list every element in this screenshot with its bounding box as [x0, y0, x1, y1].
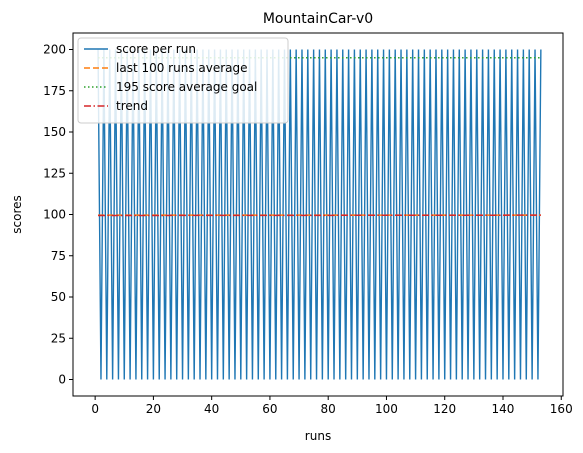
chart-title: MountainCar-v0	[263, 11, 373, 27]
legend-entry: last 100 runs average	[116, 61, 248, 75]
y-tick-label: 75	[51, 249, 66, 263]
y-axis: 0 25 50 75 100 125 150 175 200	[43, 43, 73, 387]
y-tick-label: 175	[43, 84, 66, 98]
x-tick-label: 20	[146, 402, 161, 416]
y-tick-label: 25	[51, 331, 66, 345]
y-tick-label: 200	[43, 43, 66, 57]
y-axis-label: scores	[10, 195, 24, 234]
plot-area	[97, 49, 542, 380]
y-tick-label: 0	[58, 373, 66, 387]
x-tick-label: 100	[375, 402, 398, 416]
series-line-1	[97, 49, 542, 380]
legend-box	[77, 37, 289, 124]
y-tick-label: 150	[43, 125, 66, 139]
x-tick-label: 120	[433, 402, 456, 416]
legend-entry: trend	[116, 99, 148, 113]
x-axis: 0 20 40 60 80 100 120 140 160	[91, 396, 573, 416]
legend-entry: 195 score average goal	[116, 80, 257, 94]
x-tick-label: 160	[550, 402, 573, 416]
x-tick-label: 40	[204, 402, 219, 416]
x-tick-label: 0	[91, 402, 99, 416]
x-tick-label: 60	[262, 402, 277, 416]
x-axis-label: runs	[305, 429, 331, 443]
legend: score per run last 100 runs average 195 sc…	[77, 37, 289, 124]
y-tick-label: 100	[43, 208, 66, 222]
x-tick-label: 80	[321, 402, 336, 416]
legend-entry: score per run	[116, 42, 196, 56]
x-tick-label: 140	[492, 402, 515, 416]
y-tick-label: 50	[51, 290, 66, 304]
y-tick-label: 125	[43, 166, 66, 180]
